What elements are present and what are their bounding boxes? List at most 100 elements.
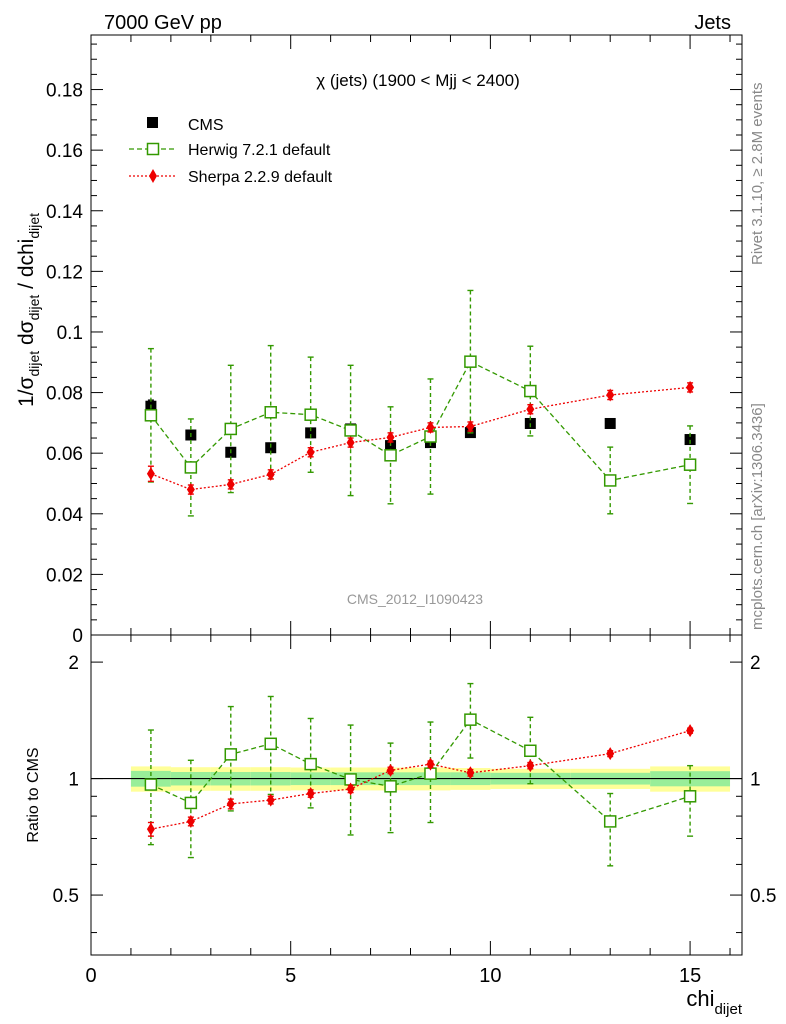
data-point-herwig <box>144 409 158 422</box>
data-point-herwig <box>304 757 317 771</box>
xlabel-text: chidijet <box>686 986 742 1018</box>
ratio-series-line <box>150 718 691 823</box>
legend-marker-herwig <box>146 142 160 156</box>
data-point-herwig <box>683 458 697 471</box>
ratio-ytick-label: 2 <box>68 653 79 674</box>
data-point-herwig <box>464 713 477 726</box>
legend-label-cms: CMS <box>188 117 224 134</box>
legend-marker-cms <box>147 117 158 128</box>
data-point-herwig <box>264 737 277 751</box>
data-point-herwig <box>524 744 537 758</box>
data-point-sherpa <box>686 380 695 394</box>
ratio-ytick-label: 0.5 <box>53 886 79 907</box>
data-point-sherpa <box>686 724 695 738</box>
main-ytick-label: 0.1 <box>57 323 83 344</box>
data-point-sherpa <box>466 420 475 434</box>
data-point-herwig <box>683 790 697 803</box>
ratio-series-line <box>150 730 691 830</box>
data-point-sherpa <box>606 747 615 761</box>
data-point-sherpa <box>266 467 275 481</box>
data-point-sherpa <box>526 759 535 773</box>
data-point-sherpa <box>306 445 315 459</box>
legend-marker-sherpa <box>149 169 157 183</box>
main-axis-ticks: 0 0.02 0.04 0.06 0.08 0.1 0.12 0.14 0.16 0.18 <box>46 35 742 647</box>
data-point-sherpa <box>606 388 615 402</box>
data-point-cms <box>305 427 317 439</box>
data-point-sherpa <box>186 483 195 497</box>
header-left: 7000 GeV pp <box>104 12 222 34</box>
main-ytick-label: 0.06 <box>46 444 83 465</box>
main-ylabel-text: 1/σdijet dσdijet / dchidijet <box>15 213 42 407</box>
data-point-herwig <box>224 748 238 761</box>
data-point-herwig <box>524 384 537 398</box>
watermark: CMS_2012_I1090423 <box>347 591 483 607</box>
data-point-sherpa <box>146 822 155 836</box>
series-line <box>150 386 691 491</box>
ratio-ylabel: Ratio to CMS <box>25 747 42 842</box>
legend-item-sherpa: Sherpa 2.2.9 default <box>129 169 333 186</box>
ratio-xtick-label: 10 <box>479 965 501 987</box>
ratio-xtick-label: 0 <box>85 965 96 987</box>
data-point-sherpa <box>226 797 235 811</box>
main-title: χ (jets) (1900 < Mjj < 2400) <box>316 71 520 90</box>
data-point-sherpa <box>346 782 355 796</box>
data-point-herwig <box>384 780 397 793</box>
main-ytick-label: 0.12 <box>46 262 83 283</box>
legend-item-cms: CMS <box>147 117 224 134</box>
data-point-sherpa <box>526 402 535 416</box>
main-ytick-label: 0.02 <box>46 565 83 586</box>
ratio-xtick-label: 15 <box>679 965 701 987</box>
data-point-sherpa <box>146 467 155 481</box>
data-point-herwig <box>603 815 617 828</box>
data-point-sherpa <box>186 814 195 828</box>
data-point-sherpa <box>426 757 435 771</box>
data-point-sherpa <box>466 766 475 780</box>
header-right: Jets <box>694 12 731 34</box>
ratio-plot-frame <box>90 634 743 956</box>
main-ytick-label: 0.18 <box>46 81 83 102</box>
data-point-herwig <box>144 778 158 791</box>
xlabel: chidijet <box>686 986 742 1018</box>
main-plot: 0 0.02 0.04 0.06 0.08 0.1 0.12 0.14 0.16 0.18 χ (… <box>15 34 743 647</box>
legend-item-herwig: Herwig 7.2.1 default <box>129 142 331 159</box>
ratio-axis-ticks: 0.5 0.5 1 1 2 2 0 5 10 15 <box>53 635 776 987</box>
main-ytick-label: 0.04 <box>46 505 83 526</box>
main-series-layer <box>144 289 697 517</box>
data-point-herwig <box>264 406 277 419</box>
ratio-xtick-label: 5 <box>285 965 296 987</box>
data-point-sherpa <box>386 763 395 777</box>
data-point-cms <box>265 442 277 454</box>
legend-label-herwig: Herwig 7.2.1 default <box>188 142 331 159</box>
data-point-herwig <box>603 474 617 487</box>
ratio-ytick-label-right: 0.5 <box>750 886 776 907</box>
data-point-herwig <box>384 449 397 462</box>
data-point-sherpa <box>266 793 275 807</box>
data-point-sherpa <box>226 477 235 491</box>
ratio-ytick-label: 1 <box>68 770 79 791</box>
data-point-sherpa <box>426 420 435 434</box>
ratio-ytick-label-right: 1 <box>750 770 761 791</box>
legend: CMS Herwig 7.2.1 default Sherpa 2.2.9 de… <box>129 117 333 186</box>
ratio-plot: 0.5 0.5 1 1 2 2 0 5 10 15 Ratio to CMS chidijet <box>25 634 776 1018</box>
mcplots-label: mcplots.cern.ch [arXiv:1306.3436] <box>749 403 766 630</box>
data-point-sherpa <box>306 787 315 801</box>
main-ytick-label: 0 <box>72 626 83 647</box>
main-ytick-label: 0.08 <box>46 384 83 405</box>
rivet-label: Rivet 3.1.10, ≥ 2.8M events <box>749 83 766 266</box>
ratio-ytick-label-right: 2 <box>750 653 761 674</box>
data-point-sherpa <box>346 436 355 450</box>
data-point-herwig <box>184 796 198 810</box>
data-point-cms <box>604 417 616 429</box>
data-point-herwig <box>464 355 477 368</box>
data-point-herwig <box>224 422 238 436</box>
main-ytick-label: 0.16 <box>46 141 83 162</box>
data-point-sherpa <box>386 430 395 444</box>
data-point-herwig <box>304 408 317 421</box>
data-point-cms <box>684 434 696 446</box>
data-point-herwig <box>344 424 357 437</box>
main-ytick-label: 0.14 <box>46 202 83 223</box>
main-ylabel: 1/σdijet dσdijet / dchidijet <box>15 213 42 407</box>
data-point-herwig <box>184 461 198 474</box>
legend-label-sherpa: Sherpa 2.2.9 default <box>188 169 333 186</box>
